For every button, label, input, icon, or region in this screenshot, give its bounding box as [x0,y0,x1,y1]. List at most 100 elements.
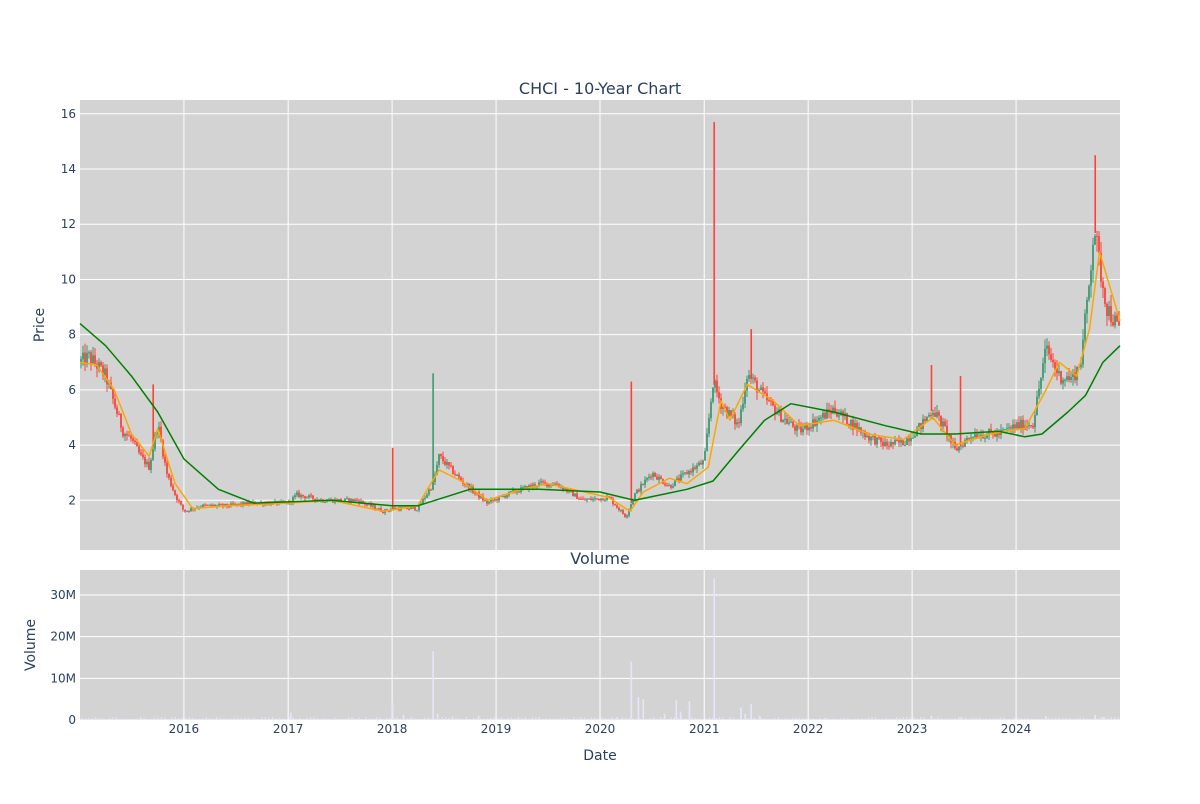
candle-body [958,446,960,451]
candle-body [274,501,276,503]
volume-bar [646,718,648,720]
volume-bar [913,717,915,720]
volume-bar [1034,718,1036,720]
volume-bar [854,718,856,720]
candle-body [106,368,108,385]
candle-body [206,504,208,506]
candle-body [1084,313,1086,340]
candle-body [1022,419,1024,430]
candle-body [174,490,176,496]
volume-bar [802,717,804,720]
volume-bar [798,718,800,720]
candle-body [724,406,726,408]
candle-body [162,440,164,457]
volume-bar [750,704,753,720]
volume-bar [1103,717,1105,720]
volume-bar [1051,717,1053,720]
candle-body [314,498,316,501]
volume-bar [630,661,633,720]
volume-bar [407,718,409,720]
candle-body [612,498,614,504]
candle-body [1096,235,1098,237]
candle-body [824,412,826,419]
candle-body [88,352,90,354]
volume-bar [927,718,929,720]
candle-body [674,480,676,487]
short-moving-average-line [79,251,1121,513]
volume-bar [916,718,918,720]
candle-body [872,436,874,438]
volume-bar [486,718,488,720]
candle-body [888,445,890,447]
volume-bar [393,718,395,720]
volume-bar [753,717,755,720]
volume-bar [355,718,357,720]
volume-bar [528,718,530,720]
volume-bar [504,718,506,720]
volume-bars [81,578,1119,720]
candle-body [1052,359,1054,363]
candle-body [664,483,666,486]
volume-bar [923,717,925,720]
candle-body [790,421,792,423]
volume-bar [850,718,852,720]
candle-body [738,422,740,424]
candle-body [596,498,598,500]
candle-body [326,501,328,503]
candle-body [426,494,428,498]
candle-body [1020,419,1022,429]
volume-bar [150,718,152,720]
volume-bar [940,717,943,720]
volume-y-tick-label: 10M [50,671,76,685]
candle-body [176,495,178,501]
volume-bar [105,718,107,720]
candle-body [774,405,776,415]
candle-body [184,509,186,512]
candle-body [606,496,608,500]
volume-bar [784,717,787,720]
candle-body [482,495,484,501]
volume-bar [282,718,284,720]
candle-body [1058,371,1060,374]
candle-body [624,513,626,517]
volume-bar [247,717,249,720]
candle-body [1006,428,1008,430]
candle-body [148,461,150,470]
candle-body [804,424,806,429]
candle-body [1004,429,1006,431]
candle-body [410,507,412,510]
candle-body [492,499,494,501]
volume-bar [417,718,419,720]
candle-body [442,456,444,462]
candle-body [210,504,212,506]
candle-body [124,434,126,437]
volume-bar [441,717,443,720]
volume-bar [597,718,599,720]
volume-bar [667,718,669,720]
candle-body [360,500,362,504]
volume-title: Volume [570,549,630,568]
volume-bar [188,717,190,720]
volume-bar [88,717,90,720]
volume-bar [344,718,346,720]
candle-body [1062,379,1064,384]
long-moving-average-line [79,323,1121,507]
candle-body [242,502,244,506]
candle-body [366,504,368,506]
candle-body [382,511,384,513]
candle-body [134,440,136,443]
volume-bar [688,701,691,720]
volume-bar [826,718,828,720]
candle-body [250,502,252,505]
candle-body [538,482,540,486]
volume-bar [1024,717,1026,720]
volume-bar [616,717,618,720]
volume-bar [816,718,818,720]
volume-bar [746,718,748,720]
candle-body [414,507,416,511]
candle-body [378,508,380,510]
candle-body [310,495,312,497]
volume-bar [795,717,797,720]
volume-bar [715,717,717,720]
volume-bar [451,716,454,720]
